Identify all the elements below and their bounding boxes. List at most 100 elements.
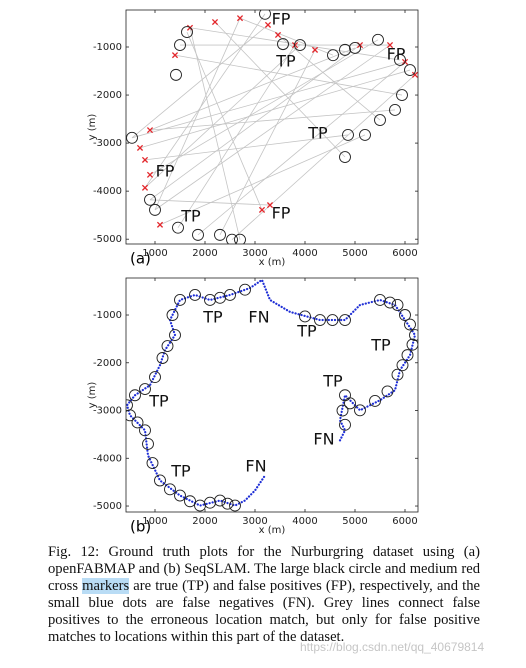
x-tick-label: 5000 <box>342 248 367 259</box>
plot: 1000 2000 3000 4000 5000 6000 -1000 -2000 -3000 -… <box>87 9 419 268</box>
true-positive-circle <box>342 128 354 141</box>
annotation: TP <box>180 207 201 226</box>
y-tick-label: -5000 <box>93 234 122 245</box>
x-tick-label: 1000 <box>142 248 167 259</box>
caption: Fig. 12: Ground truth plots for the Nurb… <box>48 544 480 646</box>
true-positive-circle <box>221 497 234 510</box>
x-axis-label: x (m) <box>259 257 286 268</box>
false-negative-dots <box>126 278 417 507</box>
true-positive-circle <box>389 103 401 116</box>
match-line <box>131 24 269 139</box>
match-line <box>159 134 366 226</box>
true-positive-circle <box>404 64 416 77</box>
true-positive-circle <box>394 54 406 66</box>
true-positive-circle <box>174 294 186 306</box>
match-line <box>149 199 271 206</box>
true-positive-circle <box>149 203 161 216</box>
true-positive-circle <box>164 483 176 496</box>
true-positive-circle <box>156 352 169 364</box>
plot-area <box>126 10 418 244</box>
true-positive-circle <box>149 371 161 384</box>
true-positive-circle <box>359 128 371 141</box>
true-positive-circle <box>174 39 186 52</box>
y-tick-label: -4000 <box>93 453 122 464</box>
true-positive-circle <box>339 389 351 402</box>
true-positive-circle <box>339 418 351 431</box>
true-positive-circle <box>239 283 251 296</box>
annotation: FN <box>245 457 266 476</box>
y-tick-label: -1000 <box>93 42 122 53</box>
true-positive-circle <box>339 151 351 163</box>
true-positive-circle <box>372 33 384 46</box>
true-positive-circle <box>399 309 411 321</box>
true-positive-circle <box>184 495 196 508</box>
match-line <box>219 49 316 236</box>
annotation: FP <box>272 10 291 29</box>
true-positive-circle <box>154 474 166 487</box>
true-positive-circle <box>129 389 141 402</box>
true-positive-circle <box>381 385 394 398</box>
true-positive-circle <box>314 314 326 326</box>
true-positive-circle <box>406 338 418 351</box>
false-positive-cross <box>141 156 149 163</box>
match-line <box>139 69 411 149</box>
true-positive-circle <box>139 424 151 437</box>
false-positive-cross <box>266 202 274 209</box>
true-positive-circle <box>374 114 386 126</box>
true-positive-circle <box>339 43 351 56</box>
match-line <box>186 31 263 211</box>
x-tick-label: 2000 <box>192 516 217 527</box>
annotation: TP <box>307 124 328 143</box>
annotation: FP <box>272 204 291 223</box>
axes-box <box>125 9 419 245</box>
plot-area <box>126 278 418 512</box>
match-line <box>144 134 349 161</box>
true-positive-circle <box>404 318 416 331</box>
x-tick-label: 5000 <box>342 516 367 527</box>
true-positive-circle <box>384 296 396 309</box>
match-line <box>239 17 334 56</box>
x-tick-label: 2000 <box>192 248 217 259</box>
false-positive-cross <box>258 206 266 213</box>
true-positive-circle <box>327 49 339 62</box>
x-tick-label: 4000 <box>292 248 317 259</box>
plot: 1000 2000 3000 4000 5000 6000 -1000 -2000 -3000 -… <box>87 277 419 536</box>
true-positive-circle <box>126 131 138 144</box>
true-positive-circle <box>369 395 381 407</box>
true-positive-circle <box>204 496 216 509</box>
match-line <box>131 61 406 139</box>
true-positive-circle <box>169 329 181 342</box>
true-positive-circle <box>229 499 241 512</box>
match-line <box>214 21 346 158</box>
annotation: FP <box>156 162 175 181</box>
caption-text: Fig. 12: Ground truth plots for the Nurb… <box>48 544 480 594</box>
y-tick-label: -1000 <box>93 310 122 321</box>
panel-label: (b) <box>130 518 151 536</box>
true-positive-circle <box>259 10 271 20</box>
true-positive-circle <box>336 404 349 417</box>
true-positive-circle <box>161 340 174 353</box>
match-line <box>197 61 406 236</box>
match-line <box>231 74 416 240</box>
y-tick-label: -4000 <box>93 186 122 197</box>
true-positive-circle <box>391 299 404 311</box>
true-positive-circle <box>174 489 186 502</box>
false-positive-cross <box>136 144 144 151</box>
true-positive-circle <box>396 359 409 372</box>
annotation: FN <box>248 308 269 327</box>
true-positive-circle <box>277 38 289 51</box>
true-positive-circle <box>214 494 226 507</box>
annotation: TP <box>275 52 296 71</box>
true-positive-circle <box>166 309 179 321</box>
true-positive-circle <box>294 39 306 52</box>
match-line <box>189 27 241 240</box>
true-positive-circle <box>144 193 156 206</box>
y-axis-label: y (m) <box>87 382 98 409</box>
y-tick-label: -2000 <box>93 90 122 101</box>
y-tick-label: -3000 <box>93 138 122 149</box>
true-positive-circle <box>354 404 366 417</box>
annotation: TP <box>202 308 223 327</box>
false-positive-cross <box>386 42 394 49</box>
false-positive-cross <box>171 52 179 59</box>
